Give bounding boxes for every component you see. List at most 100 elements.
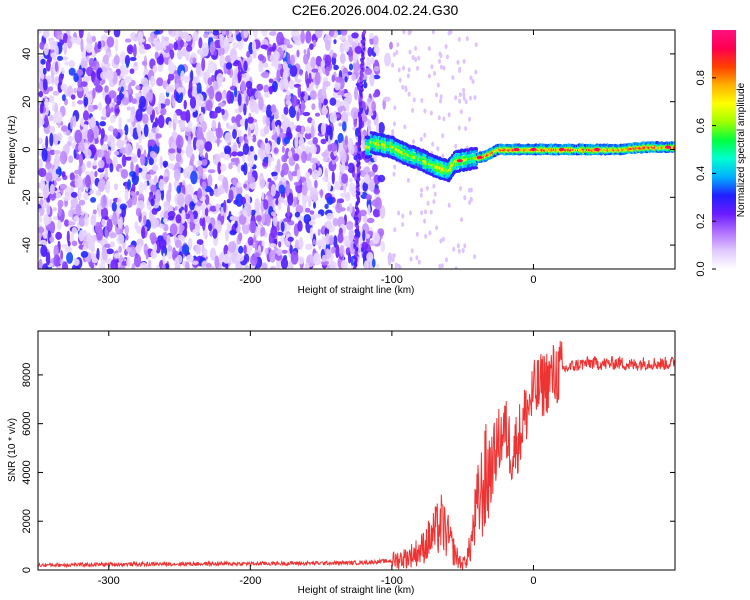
heatmap-cell	[186, 254, 194, 263]
heatmap-cell	[402, 65, 406, 71]
heatmap-cell	[176, 194, 185, 206]
heatmap-cell	[67, 85, 74, 98]
heatmap-cell	[85, 174, 91, 188]
heatmap-cell	[102, 247, 108, 261]
heatmap-cell	[49, 236, 55, 243]
heatmap-cell	[372, 208, 381, 218]
heatmap-cell	[404, 85, 408, 91]
heatmap-cell	[67, 240, 71, 247]
heatmap-cell	[474, 147, 478, 151]
heatmap-ytick-label: -40	[21, 237, 33, 253]
heatmap-cell	[231, 252, 239, 264]
heatmap-cell	[62, 84, 68, 93]
heatmap-cell	[264, 247, 269, 255]
heatmap-cell	[133, 61, 138, 67]
heatmap-cell	[151, 109, 156, 120]
heatmap-cell	[55, 168, 62, 175]
heatmap-cell	[45, 59, 51, 72]
heatmap-cell	[463, 243, 467, 249]
heatmap-cell	[224, 145, 231, 155]
heatmap-cell	[84, 148, 92, 159]
heatmap-cell	[97, 40, 102, 50]
heatmap-cell	[187, 120, 193, 129]
heatmap-cell	[176, 185, 182, 194]
heatmap-cell	[215, 91, 223, 102]
heatmap-cell	[92, 160, 97, 167]
heatmap-cell	[192, 31, 199, 42]
heatmap-cell	[92, 87, 96, 99]
heatmap-cell	[124, 143, 133, 156]
heatmap-cell	[428, 230, 432, 236]
heatmap-cell	[372, 74, 381, 80]
heatmap-cell	[348, 228, 355, 242]
heatmap-cell	[432, 183, 436, 189]
heatmap-cell	[384, 52, 391, 67]
heatmap-cell	[380, 241, 386, 253]
heatmap-cell	[85, 42, 93, 54]
heatmap-cell	[473, 95, 477, 101]
heatmap-cell	[247, 204, 252, 218]
heatmap-cell	[458, 98, 462, 104]
heatmap-cell	[198, 37, 203, 49]
heatmap-cell	[427, 73, 431, 79]
heatmap-cell	[261, 240, 265, 247]
heatmap-cell	[321, 254, 326, 263]
heatmap-cell	[205, 215, 211, 224]
heatmap-cell	[334, 180, 342, 191]
heatmap-cell	[61, 171, 66, 178]
heatmap-cell	[55, 177, 62, 182]
heatmap-cell	[207, 60, 216, 74]
heatmap-cell	[156, 264, 160, 269]
heatmap-cell	[329, 126, 333, 140]
heatmap-cell	[268, 85, 273, 95]
heatmap-cell	[294, 40, 302, 46]
heatmap-cell	[291, 95, 298, 108]
heatmap-cell	[218, 102, 225, 108]
heatmap-cell	[263, 199, 269, 210]
heatmap-cell	[124, 38, 132, 43]
heatmap-cell	[295, 125, 303, 133]
heatmap-cell	[261, 262, 268, 269]
heatmap-cell	[237, 129, 242, 138]
heatmap-cell	[112, 156, 118, 168]
heatmap-cell	[424, 209, 427, 215]
heatmap-cell	[74, 129, 83, 144]
heatmap-cell	[232, 179, 238, 186]
heatmap-cell	[283, 217, 292, 223]
heatmap-cell	[175, 214, 182, 224]
heatmap-cell	[237, 70, 242, 81]
heatmap-cell	[208, 32, 214, 38]
heatmap-cell	[191, 260, 199, 265]
heatmap-peak	[513, 147, 520, 152]
heatmap-cell	[374, 197, 382, 210]
heatmap-cell	[55, 231, 62, 240]
heatmap-cell	[207, 77, 213, 86]
heatmap-cell	[295, 239, 299, 248]
heatmap-cell	[161, 264, 166, 269]
heatmap-cell	[462, 92, 466, 98]
heatmap-cell	[225, 30, 230, 37]
heatmap-cell	[174, 83, 180, 88]
heatmap-cell	[401, 84, 405, 90]
heatmap-cell	[73, 215, 80, 222]
heatmap-cell	[141, 77, 149, 86]
heatmap-cell	[166, 234, 171, 247]
heatmap-cell	[141, 60, 148, 66]
heatmap-cell	[240, 196, 246, 205]
heatmap-cell	[179, 120, 186, 131]
heatmap-cell	[111, 201, 117, 212]
heatmap-cell	[283, 137, 290, 145]
heatmap-cell	[45, 161, 52, 170]
heatmap-cell	[281, 146, 285, 153]
heatmap-cell	[209, 230, 214, 237]
heatmap-cell	[287, 58, 291, 65]
heatmap-cell	[426, 200, 430, 206]
heatmap-cell	[465, 36, 469, 42]
heatmap-cell	[430, 64, 434, 70]
heatmap-cell	[202, 217, 206, 231]
heatmap-cell	[172, 247, 176, 256]
heatmap-cell	[415, 231, 419, 237]
heatmap-cell	[151, 218, 160, 229]
heatmap-cell	[282, 61, 288, 71]
